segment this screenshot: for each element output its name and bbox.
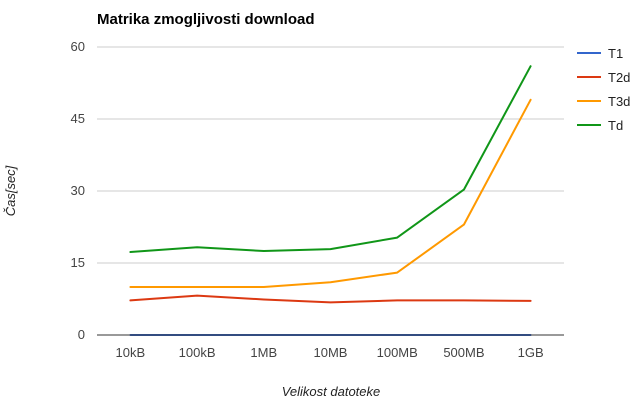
series-line-t2d (129, 294, 532, 304)
legend-label-t2d: T2d (608, 70, 630, 85)
y-tick-label: 60 (71, 39, 85, 54)
x-tick-label: 500MB (443, 345, 484, 360)
x-tick-label: 1MB (250, 345, 277, 360)
legend-label-t1: T1 (608, 46, 623, 61)
gridlines (97, 46, 564, 264)
y-tick-label: 45 (71, 111, 85, 126)
legend-label-td: Td (608, 118, 623, 133)
y-tick-label: 15 (71, 255, 85, 270)
y-tick-label: 30 (71, 183, 85, 198)
x-tick-label: 1GB (518, 345, 544, 360)
x-tick-label: 100kB (179, 345, 216, 360)
series-line-t3d (129, 98, 532, 288)
x-tick-labels: 10kB 100kB 1MB 10MB 100MB 500MB 1GB (116, 345, 544, 360)
chart-title: Matrika zmogljivosti download (97, 11, 315, 28)
y-axis-title: Čas[sec] (3, 165, 18, 216)
legend-label-t3d: T3d (608, 94, 630, 109)
x-axis-title: Velikost datoteke (282, 384, 381, 399)
x-tick-label: 10kB (116, 345, 146, 360)
x-tick-label: 10MB (314, 345, 348, 360)
series-lines (129, 65, 532, 336)
y-tick-label: 0 (78, 327, 85, 342)
y-tick-labels: 0 15 30 45 60 (71, 39, 85, 342)
series-line-td (129, 65, 532, 253)
x-tick-label: 100MB (377, 345, 418, 360)
legend: T1 T2d T3d Td (577, 46, 630, 133)
